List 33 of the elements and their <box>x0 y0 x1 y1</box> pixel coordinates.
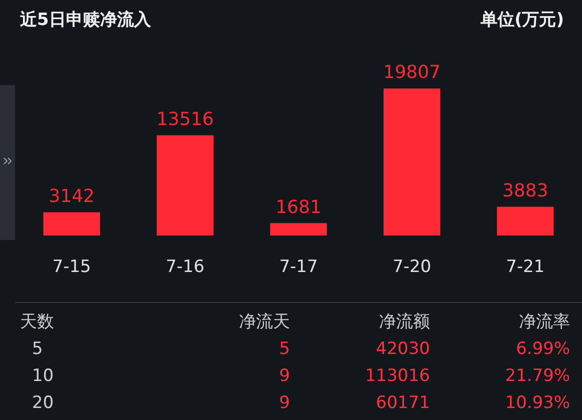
text: 天数 <box>20 311 55 334</box>
text: 6.99% <box>514 338 570 361</box>
x-tick-label: 7-20 <box>392 257 432 278</box>
bar <box>384 88 440 236</box>
text: 净流天 <box>238 311 290 334</box>
text: 9 <box>278 392 290 415</box>
text: 113016 <box>364 365 430 388</box>
text: 净流额 <box>378 311 430 334</box>
text: 60171 <box>374 392 430 415</box>
data-label: 3142 <box>48 186 95 207</box>
chart-subtitle: 单位(万元) <box>480 9 564 31</box>
x-tick-label: 7-17 <box>279 257 318 278</box>
text: 9 <box>278 365 290 388</box>
text: 42030 <box>374 338 430 361</box>
x-tick-label: 7-15 <box>52 257 91 278</box>
text: 21.79% <box>504 365 570 388</box>
data-label: 19807 <box>383 62 441 84</box>
bar <box>43 212 100 236</box>
x-tick-label: 7-16 <box>166 257 204 278</box>
bar <box>496 206 554 236</box>
x-tick-label: 7-21 <box>506 257 545 278</box>
data-label: 3883 <box>502 180 548 202</box>
chart-title: 近5日申赎净流入 <box>20 9 151 31</box>
bar <box>156 135 214 236</box>
text: 20 <box>31 392 55 415</box>
data-label: 1681 <box>276 196 322 218</box>
text: 5 <box>278 338 290 361</box>
text: 10.93% <box>504 392 570 415</box>
bar <box>270 223 327 236</box>
text: 5 <box>31 338 44 361</box>
text: 净流率 <box>518 311 570 334</box>
data-label: 13516 <box>156 108 214 130</box>
text: 10 <box>31 365 55 388</box>
